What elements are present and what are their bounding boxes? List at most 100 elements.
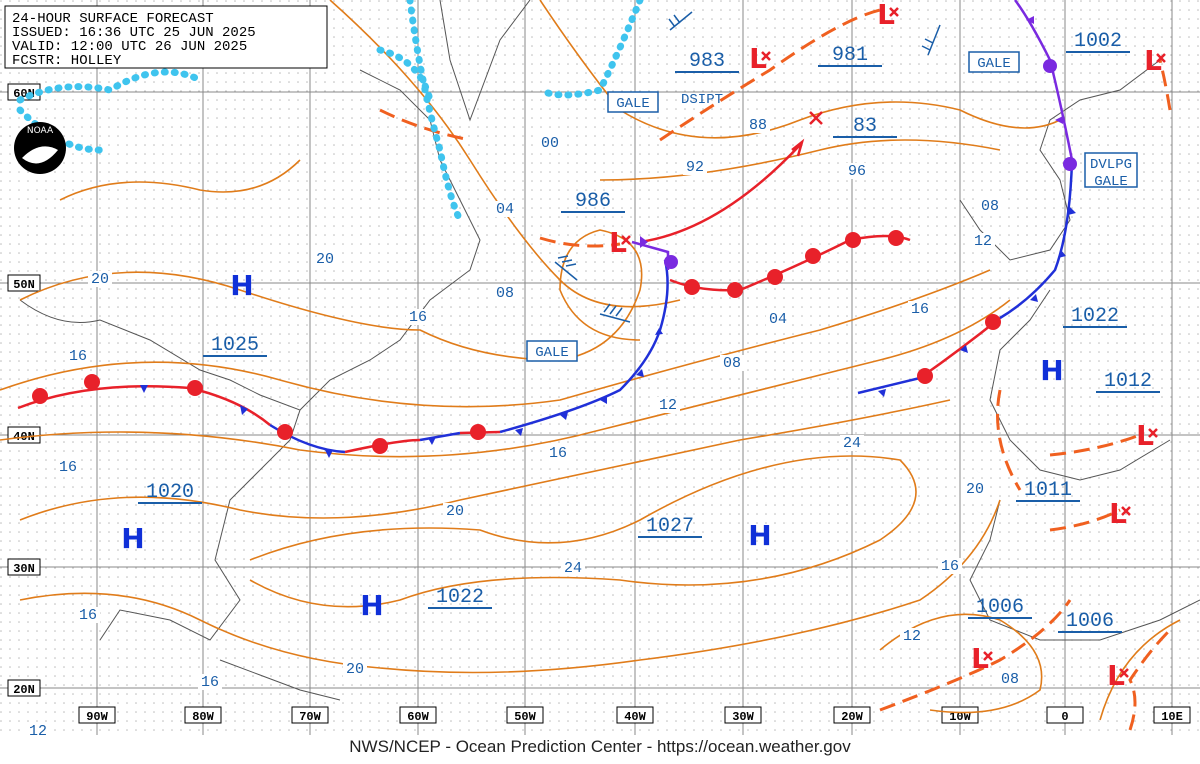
isobar-label-bg bbox=[66, 348, 90, 364]
pressure-label: 1025 bbox=[211, 334, 259, 357]
isobar-label-bg bbox=[840, 435, 864, 451]
isobar-label-bg bbox=[845, 163, 869, 179]
longitude-label: 30W bbox=[732, 710, 754, 724]
isobar-label-bg bbox=[978, 198, 1002, 214]
longitude-box bbox=[184, 706, 222, 724]
longitude-box bbox=[941, 706, 979, 724]
warning-label: DVLPG bbox=[1090, 157, 1132, 173]
pressure-label: 83 bbox=[853, 115, 877, 138]
isobar-label: 12 bbox=[974, 233, 992, 250]
isobar-label: 96 bbox=[848, 163, 866, 180]
isobar-label: 08 bbox=[723, 355, 741, 372]
low-center: L bbox=[609, 226, 627, 259]
isobar-label-bg bbox=[908, 301, 932, 317]
isobar-label: 20 bbox=[91, 271, 109, 288]
isobar-label-bg bbox=[538, 135, 562, 151]
header-line: ISSUED: 16:36 UTC 25 JUN 2025 bbox=[12, 25, 256, 41]
longitude-box bbox=[1046, 706, 1084, 724]
isobar-label: 16 bbox=[941, 558, 959, 575]
isobar-label: 16 bbox=[79, 607, 97, 624]
isobar-label: 92 bbox=[686, 159, 704, 176]
isobar-label: 16 bbox=[409, 309, 427, 326]
warning-box bbox=[607, 91, 659, 113]
isobar-label: 08 bbox=[981, 198, 999, 215]
latitude-label: 20N bbox=[13, 683, 35, 697]
longitude-box bbox=[399, 706, 437, 724]
latitude-box bbox=[7, 679, 41, 697]
longitude-label: 70W bbox=[299, 710, 321, 724]
isobar-label: 08 bbox=[496, 285, 514, 302]
isobar-label-bg bbox=[963, 481, 987, 497]
low-cross bbox=[621, 235, 631, 245]
longitude-box bbox=[291, 706, 329, 724]
low-cross bbox=[761, 51, 771, 61]
warning-box bbox=[968, 51, 1020, 73]
pressure-label: 1027 bbox=[646, 515, 694, 538]
isobar-label-bg bbox=[313, 251, 337, 267]
isobar-label-bg bbox=[443, 503, 467, 519]
low-cross bbox=[1148, 428, 1158, 438]
latitude-label: 30N bbox=[13, 562, 35, 576]
latitude-box bbox=[7, 558, 41, 576]
longitude-box bbox=[724, 706, 762, 724]
pressure-label: 986 bbox=[575, 190, 611, 213]
troughs bbox=[379, 8, 1172, 731]
warning-label: GALE bbox=[616, 96, 650, 112]
isobar-label: 16 bbox=[69, 348, 87, 365]
isobar-label: 24 bbox=[843, 435, 861, 452]
isobar-label: 00 bbox=[541, 135, 559, 152]
isobar-label-bg bbox=[971, 233, 995, 249]
isobar-label-bg bbox=[746, 117, 770, 133]
longitude-label: 90W bbox=[86, 710, 108, 724]
fronts bbox=[17, 0, 1074, 454]
header-line: FCSTR: HOLLEY bbox=[12, 53, 122, 69]
isobar-label: 16 bbox=[201, 674, 219, 691]
longitude-box bbox=[833, 706, 871, 724]
low-center: L bbox=[1144, 44, 1162, 77]
isobar-label: 20 bbox=[346, 661, 364, 678]
low-cross bbox=[809, 111, 823, 125]
low-cross bbox=[1156, 53, 1166, 63]
isobar-label: 16 bbox=[59, 459, 77, 476]
low-center: L bbox=[971, 642, 989, 675]
pressure-label: 1012 bbox=[1104, 370, 1152, 393]
isobar-label: 88 bbox=[749, 117, 767, 134]
dot-grid bbox=[0, 0, 1200, 735]
longitude-box bbox=[1153, 706, 1191, 724]
header-line: VALID: 12:00 UTC 26 JUN 2025 bbox=[12, 39, 247, 55]
low-center: L bbox=[1109, 497, 1127, 530]
header-box bbox=[4, 5, 328, 69]
footer: NWS/NCEP - Ocean Prediction Center - htt… bbox=[349, 737, 851, 756]
longitude-label: 40W bbox=[624, 710, 646, 724]
longitude-box bbox=[616, 706, 654, 724]
note-label: DSIPT bbox=[681, 92, 723, 108]
header-line: 24-HOUR SURFACE FORECAST bbox=[12, 11, 214, 27]
pressure-label: 1006 bbox=[976, 596, 1024, 619]
high-center: H bbox=[748, 519, 771, 552]
isobar-label: 20 bbox=[316, 251, 334, 268]
isobar-label-bg bbox=[683, 159, 707, 175]
low-center: L bbox=[749, 42, 767, 75]
latitude-label: 50N bbox=[13, 278, 35, 292]
pressure-label: 983 bbox=[689, 50, 725, 73]
longitude-label: 0 bbox=[1061, 710, 1068, 724]
pressure-label: 1002 bbox=[1074, 30, 1122, 53]
isobar-label: 12 bbox=[903, 628, 921, 645]
logo-text: NOAA bbox=[27, 126, 54, 136]
isobar-label: 12 bbox=[29, 723, 47, 740]
low-cross bbox=[983, 651, 993, 661]
isobar-label-bg bbox=[198, 674, 222, 690]
isobar-label: 16 bbox=[911, 301, 929, 318]
pressure-label: 1022 bbox=[436, 586, 484, 609]
low-cross bbox=[889, 7, 899, 17]
isobar-label: 04 bbox=[769, 311, 787, 328]
isobar-label-bg bbox=[406, 309, 430, 325]
warning-label: GALE bbox=[535, 345, 569, 361]
latitude-box bbox=[7, 274, 41, 292]
longitude-label: 10E bbox=[1161, 710, 1183, 724]
isobar-label: 08 bbox=[1001, 671, 1019, 688]
isobar-label-bg bbox=[88, 271, 112, 287]
ice-edge bbox=[16, 0, 644, 224]
isobar-label: 24 bbox=[564, 560, 582, 577]
